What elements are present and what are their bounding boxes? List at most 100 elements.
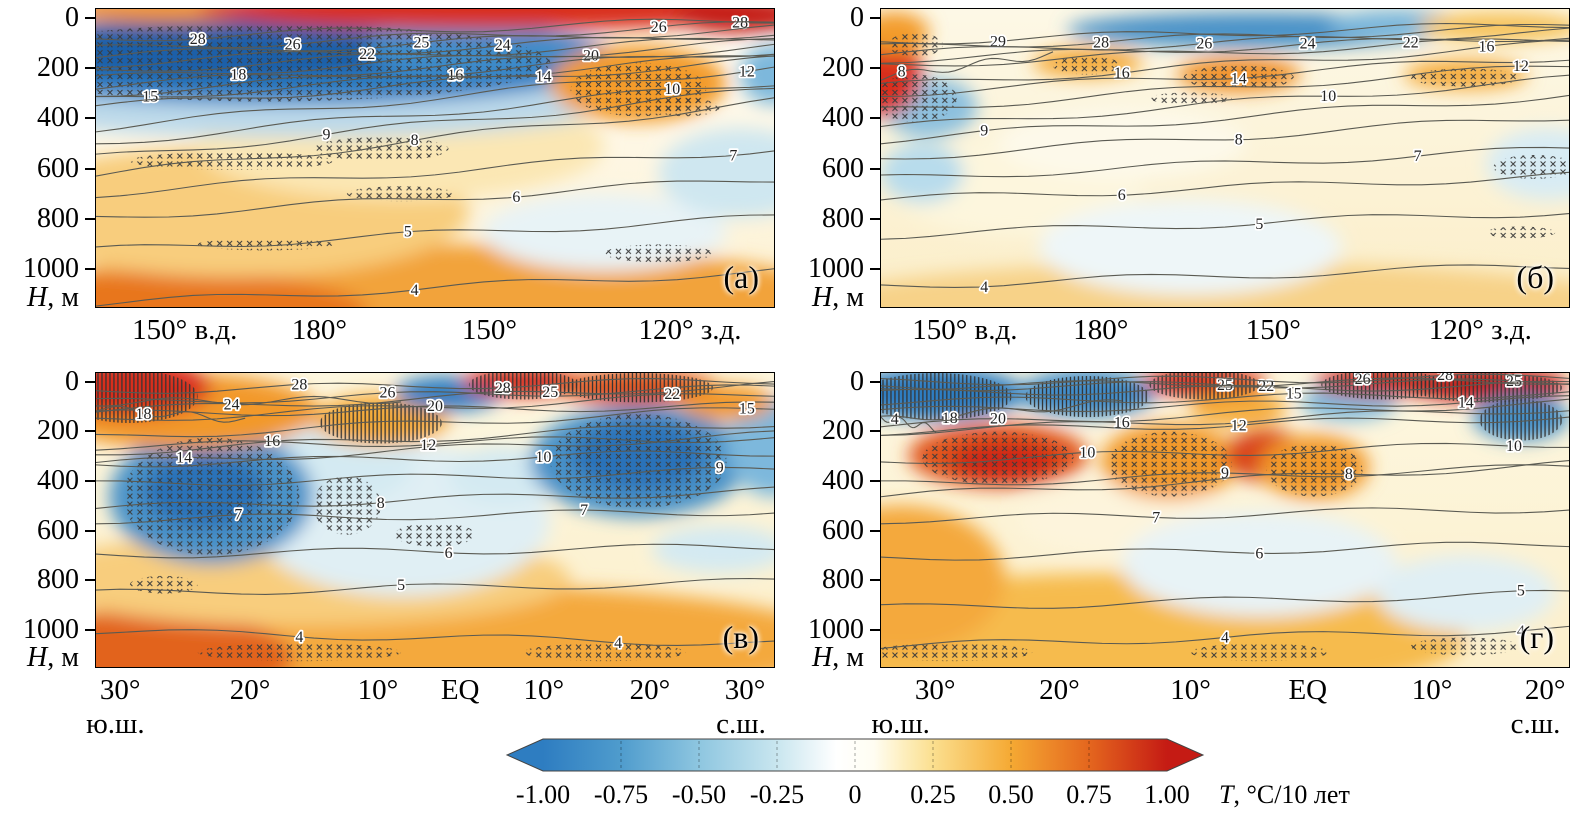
y-tick-label: 800 — [37, 202, 79, 234]
isotherm-label: 24 — [495, 37, 511, 54]
trend-unit: , °C/10 лет — [1233, 780, 1350, 809]
y-axis-ticks: 0 200 400 600 800 1000 — [0, 2, 95, 308]
isotherm-line — [96, 97, 774, 177]
isotherm-line — [96, 18, 774, 42]
y-tick-label: 200 — [37, 415, 79, 447]
isotherm-contours: 29 28 26 24 22 16 16 8 14 12 10 9 8 7 6 5 4 — [881, 22, 1569, 298]
y-tick-mark — [85, 16, 95, 19]
isotherm-line — [96, 180, 774, 218]
isotherm-line — [96, 34, 774, 69]
isotherm-label: 28 — [291, 376, 307, 393]
y-tick-mark — [85, 268, 95, 271]
isotherm-line — [96, 214, 774, 248]
x-tick-label: 20° — [629, 674, 671, 706]
x-axis-ticks: 30° 20° 10° EQ 10° 20° — [880, 674, 1570, 710]
isotherm-label: 7 — [1414, 148, 1422, 165]
isotherm-line — [96, 37, 774, 72]
x-tick-label: 150° — [1245, 314, 1301, 346]
y-tick-label: 400 — [37, 464, 79, 496]
y-tick-label: 0 — [65, 1, 79, 33]
isotherm-label: 6 — [445, 545, 453, 562]
isotherm-line — [96, 450, 774, 468]
isotherm-label: 18 — [942, 410, 958, 427]
isotherm-line — [96, 66, 774, 133]
y-tick-label: 0 — [850, 1, 864, 33]
isotherm-label: 26 — [651, 19, 667, 36]
isotherm-line — [881, 416, 1569, 437]
colorbar-tick-label: -0.75 — [593, 780, 649, 809]
isotherm-label: 28 — [495, 380, 511, 397]
isotherm-line — [96, 466, 774, 486]
isotherm-label: 26 — [380, 385, 396, 402]
isotherm-line — [881, 119, 1569, 160]
y-tick-label: 1000 — [808, 613, 864, 645]
colorbar-tick-label: 0.75 — [1066, 780, 1112, 809]
isotherm-line — [96, 24, 774, 59]
isotherm-line — [96, 38, 774, 77]
colorbar-tick-label: 1.00 — [1144, 780, 1190, 809]
isotherm-label: 9 — [323, 126, 331, 143]
plot-area-b: 29 28 26 24 22 16 16 8 14 12 10 9 8 7 6 5 4 — [880, 8, 1570, 308]
x-tick-label: 120° з.д. — [638, 314, 742, 346]
y-tick-label: 400 — [822, 102, 864, 134]
isotherm-label: 5 — [1517, 583, 1525, 600]
isotherm-line — [881, 171, 1569, 201]
isotherm-label: 18 — [135, 406, 151, 423]
isotherm-line — [96, 486, 774, 510]
depth-variable: H — [27, 282, 48, 313]
isotherm-label: 8 — [898, 64, 906, 81]
y-tick-mark — [85, 380, 95, 383]
y-tick-label: 400 — [37, 102, 79, 134]
significance-stippling — [96, 23, 720, 263]
isotherm-label: 6 — [512, 189, 520, 206]
isotherm-line — [881, 74, 1569, 128]
isotherm-label: 12 — [420, 437, 436, 454]
x-tick-label: 20° — [229, 674, 271, 706]
x-tick-label: 150° в.д. — [912, 314, 1018, 346]
x-tick-label: 150° в.д. — [132, 314, 238, 346]
colorbar-tick-label: 0.50 — [988, 780, 1034, 809]
hemisphere-label: с.ш. — [1510, 708, 1561, 740]
isotherm-label: 9 — [716, 459, 724, 476]
colorbar-gradient — [505, 738, 1205, 772]
y-tick-label: 600 — [822, 514, 864, 546]
y-tick-label: 800 — [37, 564, 79, 596]
isotherm-label: 10 — [1320, 88, 1336, 105]
isotherm-label: 25 — [413, 35, 429, 52]
isotherm-label: 4 — [295, 629, 303, 646]
isotherm-line — [881, 460, 1569, 498]
isotherm-label: 6 — [1118, 187, 1126, 204]
panel-label-a: (а) — [723, 259, 759, 295]
isotherm-label: 8 — [411, 132, 419, 149]
y-tick-mark — [85, 117, 95, 120]
isotherm-line — [96, 509, 774, 525]
y-tick-mark — [85, 529, 95, 532]
isotherm-label: 15 — [1286, 385, 1302, 402]
colorbar-tick-label: -1.00 — [515, 780, 571, 809]
y-tick-label: 0 — [65, 365, 79, 397]
isotherm-label: 7 — [1152, 510, 1160, 527]
y-axis-ticks: 0 200 400 600 800 1000 — [785, 366, 880, 668]
y-tick-mark — [870, 529, 880, 532]
isotherm-label: 10 — [1506, 438, 1522, 455]
isotherm-label: 4 — [411, 282, 419, 299]
isotherm-line — [881, 59, 1569, 97]
isotherm-label: 10 — [536, 449, 552, 466]
y-tick-mark — [870, 167, 880, 170]
isotherm-label: 28 — [1093, 35, 1109, 52]
depth-variable: H — [27, 642, 48, 673]
isotherm-line — [881, 212, 1569, 240]
y-tick-mark — [870, 16, 880, 19]
isotherm-label: 12 — [1231, 417, 1247, 434]
isotherm-label: 29 — [990, 33, 1006, 50]
x-tick-label: 10° — [357, 674, 399, 706]
isotherm-line — [881, 27, 1569, 56]
y-axis-label: H, м — [812, 282, 864, 314]
isotherm-label: 18 — [230, 67, 246, 84]
isotherm-line — [96, 577, 774, 595]
y-tick-mark — [85, 628, 95, 631]
significance-stippling — [881, 32, 1569, 239]
